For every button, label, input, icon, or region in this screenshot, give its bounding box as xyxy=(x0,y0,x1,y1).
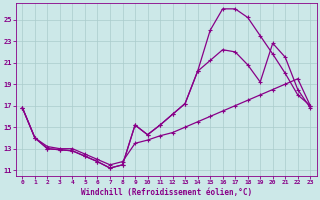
X-axis label: Windchill (Refroidissement éolien,°C): Windchill (Refroidissement éolien,°C) xyxy=(81,188,252,197)
